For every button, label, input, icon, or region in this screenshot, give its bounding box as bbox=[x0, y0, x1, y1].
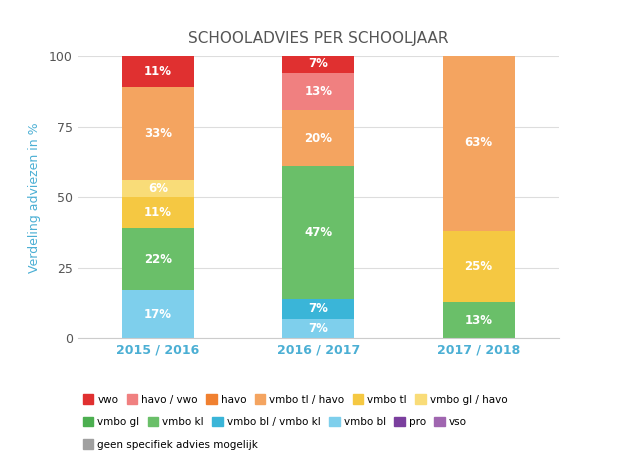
Title: SCHOOLADVIES PER SCHOOLJAAR: SCHOOLADVIES PER SCHOOLJAAR bbox=[188, 31, 448, 46]
Text: 20%: 20% bbox=[304, 132, 332, 145]
Text: 33%: 33% bbox=[144, 127, 172, 141]
Text: 7%: 7% bbox=[308, 302, 329, 315]
Text: 22%: 22% bbox=[144, 253, 172, 266]
Bar bbox=[282, 110, 355, 166]
Text: 7%: 7% bbox=[308, 322, 329, 335]
Legend: geen specifiek advies mogelijk: geen specifiek advies mogelijk bbox=[83, 439, 258, 450]
Bar bbox=[282, 299, 355, 319]
Bar bbox=[122, 197, 194, 228]
Y-axis label: Verdeling adviezen in %: Verdeling adviezen in % bbox=[27, 122, 40, 273]
Bar bbox=[282, 54, 355, 73]
Text: 25%: 25% bbox=[465, 260, 492, 273]
Text: 13%: 13% bbox=[465, 313, 492, 327]
Bar bbox=[122, 290, 194, 338]
Text: 17%: 17% bbox=[144, 308, 172, 321]
Bar bbox=[122, 180, 194, 197]
Bar bbox=[443, 302, 515, 338]
Text: 47%: 47% bbox=[304, 226, 332, 239]
Bar bbox=[282, 166, 355, 299]
Text: 13%: 13% bbox=[304, 85, 332, 98]
Bar bbox=[282, 319, 355, 338]
Bar bbox=[122, 87, 194, 180]
Text: 63%: 63% bbox=[465, 136, 492, 149]
Bar bbox=[282, 73, 355, 110]
Bar bbox=[443, 54, 515, 231]
Text: 6%: 6% bbox=[148, 182, 168, 196]
Text: 11%: 11% bbox=[144, 65, 172, 78]
Bar bbox=[122, 228, 194, 290]
Bar bbox=[122, 56, 194, 87]
Bar bbox=[443, 231, 515, 302]
Text: 7%: 7% bbox=[308, 57, 329, 70]
Text: 11%: 11% bbox=[144, 206, 172, 219]
